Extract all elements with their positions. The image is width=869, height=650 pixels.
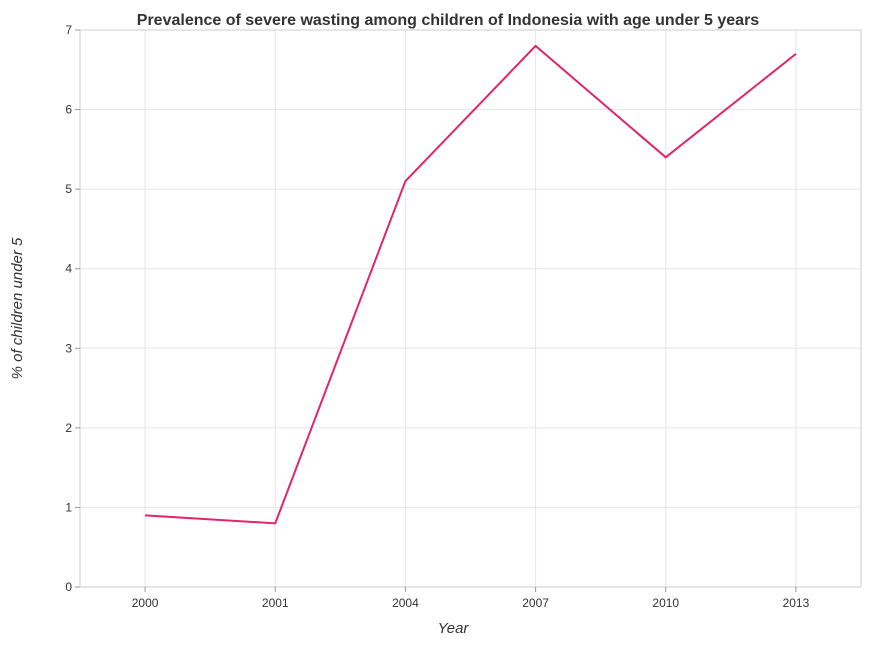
x-tick-label: 2004 (392, 596, 419, 610)
x-tick-label: 2013 (783, 596, 810, 610)
x-tick-label: 2001 (262, 596, 289, 610)
series-group (144, 44, 797, 525)
x-tick-label: 2007 (522, 596, 549, 610)
series-line (145, 44, 797, 525)
y-tick-label: 1 (65, 500, 72, 514)
y-tick-label: 5 (65, 182, 72, 196)
x-tick-label: 2000 (132, 596, 159, 610)
y-axis: 0 1 2 3 4 5 6 7 (65, 23, 80, 594)
y-axis-label: % of children under 5 (9, 237, 26, 379)
chart-title: Prevalence of severe wasting among child… (137, 12, 760, 29)
x-axis-label: Year (438, 620, 470, 637)
y-tick-label: 3 (65, 341, 72, 355)
plot-area (79, 29, 862, 588)
y-tick-label: 6 (65, 103, 72, 117)
grid-lines (80, 29, 861, 588)
x-tick-label: 2010 (652, 596, 679, 610)
y-tick-label: 4 (65, 262, 72, 276)
y-tick-label: 7 (65, 23, 72, 37)
x-axis: 2000 2001 2004 2007 2010 2013 (132, 587, 810, 610)
y-tick-label: 2 (65, 421, 72, 435)
y-tick-label: 0 (65, 580, 72, 594)
